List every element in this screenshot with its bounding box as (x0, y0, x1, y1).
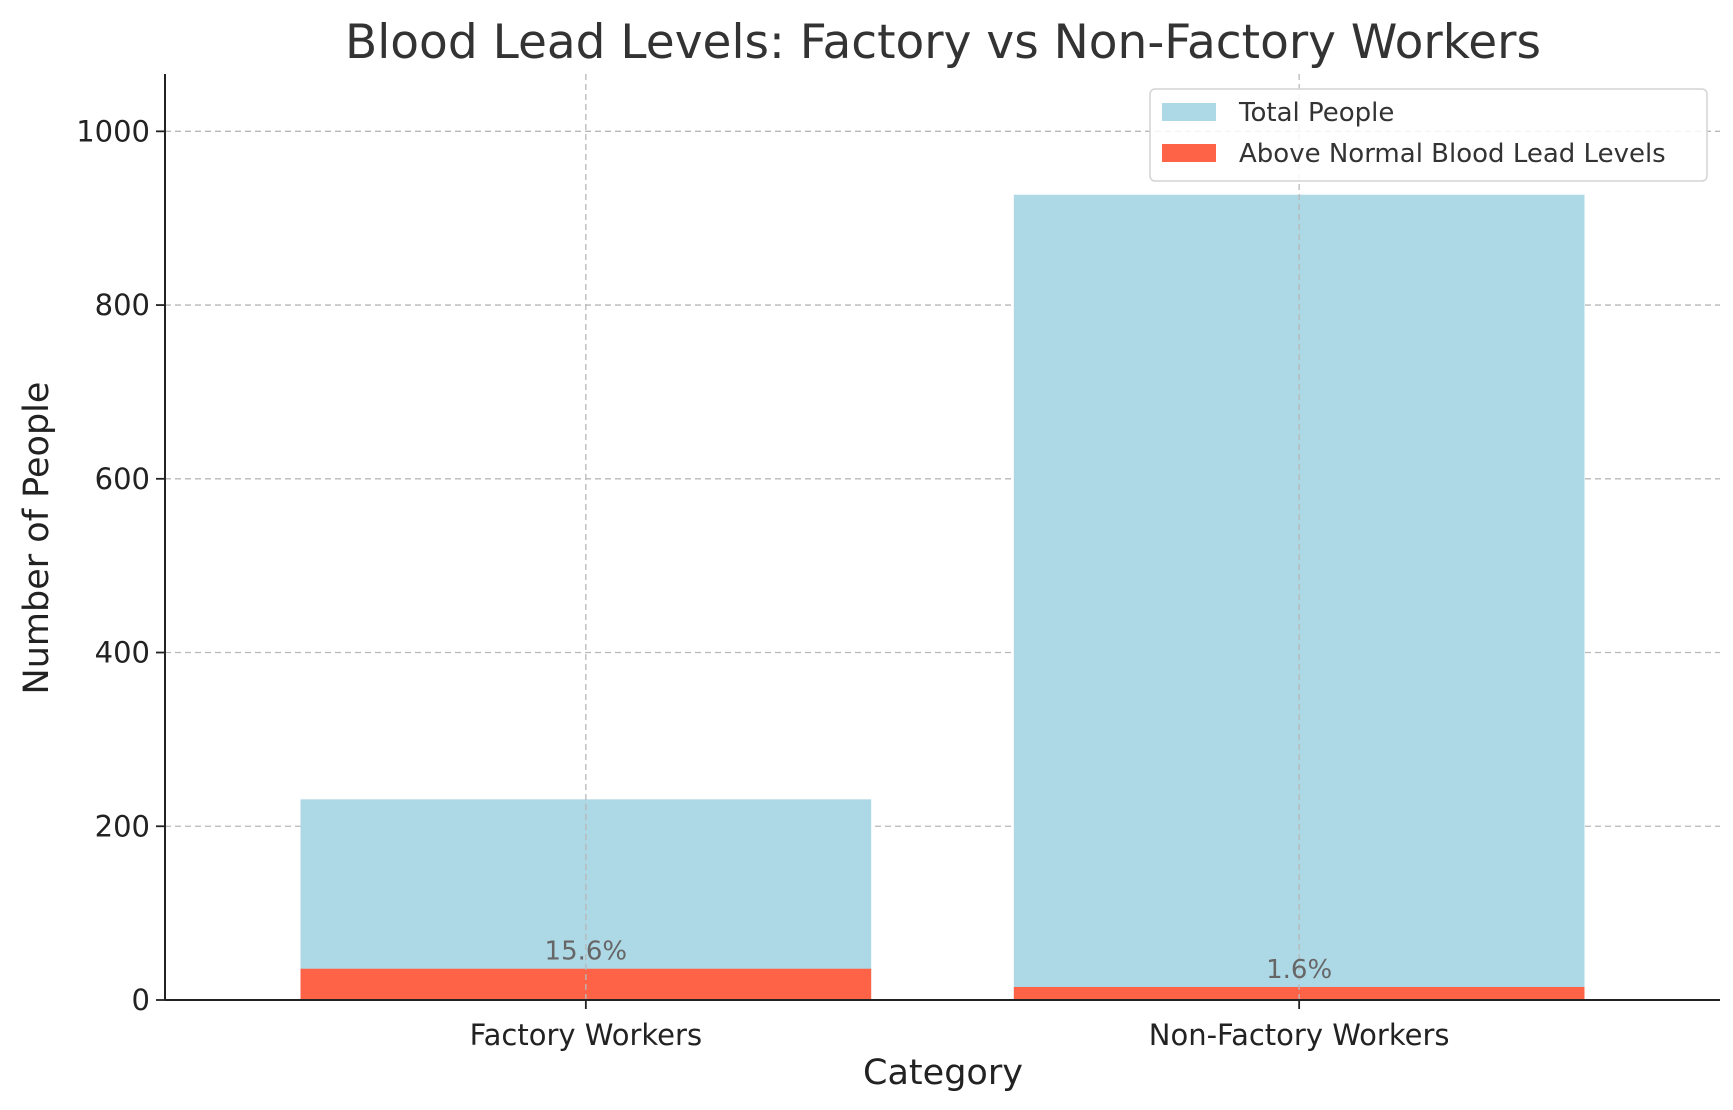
legend-swatch (1162, 103, 1216, 121)
legend: Total People Above Normal Blood Lead Leve… (1149, 88, 1708, 182)
y-tick-label: 0 (132, 983, 150, 1017)
bars (300, 194, 1585, 1000)
x-tick-label: Factory Workers (470, 1018, 702, 1052)
y-tick-label: 400 (95, 636, 150, 670)
y-ticks: 0 200 400 600 800 1000 (76, 114, 165, 1017)
y-axis-title: Number of People (17, 382, 57, 695)
chart-title: Blood Lead Levels: Factory vs Non-Factor… (345, 15, 1541, 70)
x-ticks: Factory Workers Non-Factory Workers (470, 1000, 1450, 1052)
axes (164, 74, 1720, 1001)
data-label: 15.6% (545, 937, 628, 967)
legend-box (1149, 88, 1708, 182)
data-label: 1.6% (1266, 955, 1332, 985)
bar-above-normal (1013, 986, 1585, 1000)
y-tick-label: 600 (95, 462, 150, 496)
legend-swatch (1162, 144, 1216, 162)
x-grid (585, 74, 1300, 1000)
y-tick-label: 200 (95, 809, 150, 843)
y-tick-label: 1000 (76, 114, 150, 148)
legend-label: Total People (1238, 98, 1394, 128)
data-labels: 15.6% 1.6% (545, 937, 1333, 985)
legend-label: Above Normal Blood Lead Levels (1239, 139, 1666, 169)
y-tick-label: 800 (95, 288, 150, 322)
x-axis-title: Category (863, 1053, 1023, 1093)
x-tick-label: Non-Factory Workers (1149, 1018, 1450, 1052)
